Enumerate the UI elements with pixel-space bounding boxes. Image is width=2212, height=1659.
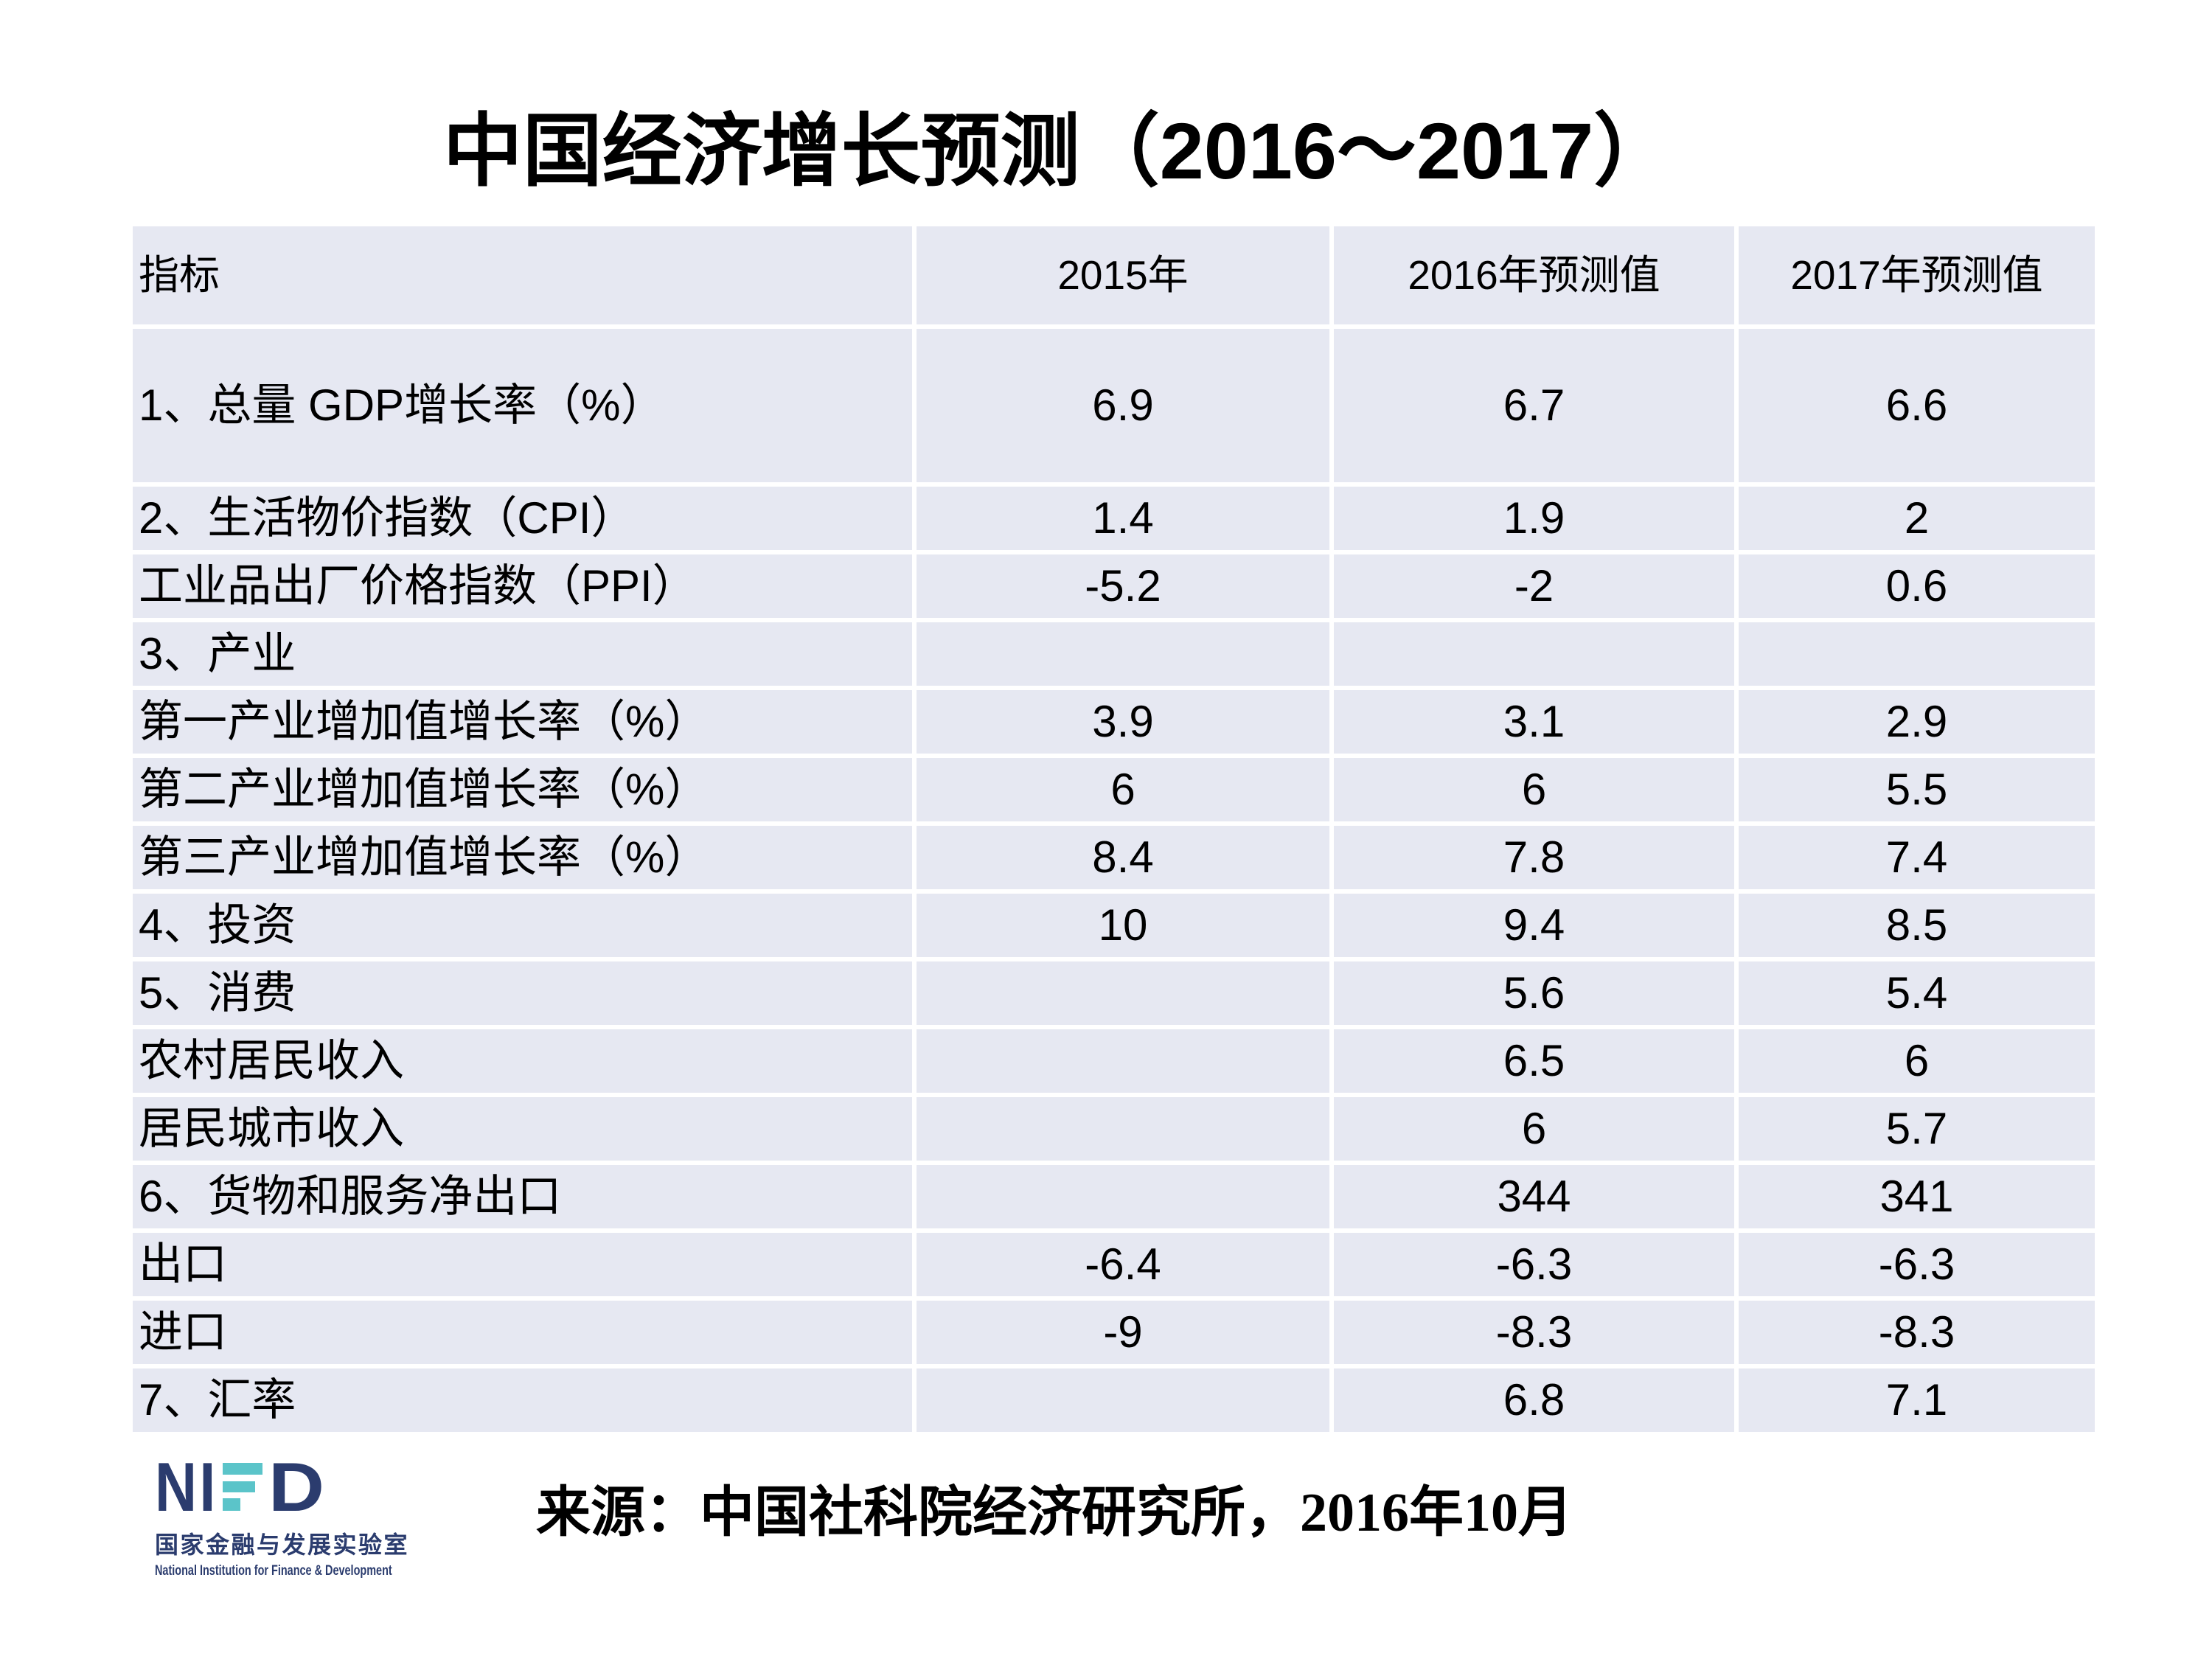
row-value: -9 xyxy=(917,1301,1329,1364)
row-value xyxy=(917,1368,1329,1432)
row-label: 1、总量 GDP增长率（%） xyxy=(133,329,912,482)
row-value: 6 xyxy=(917,758,1329,821)
row-value: 7.8 xyxy=(1334,826,1734,889)
row-label: 农村居民收入 xyxy=(133,1029,912,1093)
nifd-english-name: National Institution for Finance & Devel… xyxy=(155,1563,392,1579)
row-value: 5.5 xyxy=(1739,758,2095,821)
row-value: 6 xyxy=(1739,1029,2095,1093)
row-label: 出口 xyxy=(133,1233,912,1296)
row-value: 8.5 xyxy=(1739,894,2095,957)
source-note: 来源：中国社科院经济研究所，2016年10月 xyxy=(536,1483,1573,1543)
table-row: 4、投资 10 9.4 8.5 xyxy=(133,894,2095,957)
row-value: 2 xyxy=(1739,487,2095,550)
row-label: 6、货物和服务净出口 xyxy=(133,1165,912,1228)
column-header-2015: 2015年 xyxy=(917,226,1329,324)
row-value: -5.2 xyxy=(917,554,1329,618)
row-value: 5.4 xyxy=(1739,961,2095,1025)
page-title: 中国经济增长预测（2016～2017） xyxy=(442,106,1674,195)
row-value xyxy=(917,1097,1329,1161)
row-value xyxy=(917,961,1329,1025)
row-value: 9.4 xyxy=(1334,894,1734,957)
row-value: 6.9 xyxy=(917,329,1329,482)
row-value: 10 xyxy=(917,894,1329,957)
row-value: -6.4 xyxy=(917,1233,1329,1296)
row-value xyxy=(917,622,1329,686)
row-value: 3.9 xyxy=(917,690,1329,754)
table-row: 第一产业增加值增长率（%） 3.9 3.1 2.9 xyxy=(133,690,2095,754)
row-label: 3、产业 xyxy=(133,622,912,686)
table-header-row: 指标 2015年 2016年预测值 2017年预测值 xyxy=(133,226,2095,324)
row-value: 6.6 xyxy=(1739,329,2095,482)
row-label: 2、生活物价指数（CPI） xyxy=(133,487,912,550)
row-label: 第一产业增加值增长率（%） xyxy=(133,690,912,754)
forecast-table: 指标 2015年 2016年预测值 2017年预测值 1、总量 GDP增长率（%… xyxy=(133,226,2095,1436)
row-label: 工业品出厂价格指数（PPI） xyxy=(133,554,912,618)
row-value xyxy=(917,1165,1329,1228)
row-value: 6.5 xyxy=(1334,1029,1734,1093)
row-value: 6.7 xyxy=(1334,329,1734,482)
row-value: 8.4 xyxy=(917,826,1329,889)
table-row: 6、货物和服务净出口 344 341 xyxy=(133,1165,2095,1228)
row-label: 7、汇率 xyxy=(133,1368,912,1432)
row-label: 第三产业增加值增长率（%） xyxy=(133,826,912,889)
table-row: 出口 -6.4 -6.3 -6.3 xyxy=(133,1233,2095,1296)
row-label: 第二产业增加值增长率（%） xyxy=(133,758,912,821)
row-value: 7.4 xyxy=(1739,826,2095,889)
table-row: 农村居民收入 6.5 6 xyxy=(133,1029,2095,1093)
row-value: 7.1 xyxy=(1739,1368,2095,1432)
row-label: 进口 xyxy=(133,1301,912,1364)
row-value: 6 xyxy=(1334,758,1734,821)
row-value: 1.9 xyxy=(1334,487,1734,550)
table-row: 3、产业 xyxy=(133,622,2095,686)
nifd-f-icon xyxy=(223,1463,262,1511)
nifd-letter-d: D xyxy=(268,1448,328,1526)
table-row: 5、消费 5.6 5.4 xyxy=(133,961,2095,1025)
row-value xyxy=(1739,622,2095,686)
row-value: 344 xyxy=(1334,1165,1734,1228)
row-value xyxy=(917,1029,1329,1093)
table-row: 2、生活物价指数（CPI） 1.4 1.9 2 xyxy=(133,487,2095,550)
table-row: 第二产业增加值增长率（%） 6 6 5.5 xyxy=(133,758,2095,821)
table-row: 居民城市收入 6 5.7 xyxy=(133,1097,2095,1161)
row-value: -2 xyxy=(1334,554,1734,618)
table-row: 第三产业增加值增长率（%） 8.4 7.8 7.4 xyxy=(133,826,2095,889)
row-value: -6.3 xyxy=(1739,1233,2095,1296)
row-value: 341 xyxy=(1739,1165,2095,1228)
table-row: 进口 -9 -8.3 -8.3 xyxy=(133,1301,2095,1364)
column-header-indicator: 指标 xyxy=(133,226,912,324)
row-label: 5、消费 xyxy=(133,961,912,1025)
nifd-logo: NI D 国家金融与发展实验室 National Institution for… xyxy=(155,1448,467,1579)
row-value: -8.3 xyxy=(1334,1301,1734,1364)
row-label: 居民城市收入 xyxy=(133,1097,912,1161)
table-row: 7、汇率 6.8 7.1 xyxy=(133,1368,2095,1432)
row-value: 0.6 xyxy=(1739,554,2095,618)
row-value: 1.4 xyxy=(917,487,1329,550)
nifd-wordmark: NI D xyxy=(155,1448,467,1526)
row-value xyxy=(1334,622,1734,686)
column-header-2017: 2017年预测值 xyxy=(1739,226,2095,324)
row-value: 3.1 xyxy=(1334,690,1734,754)
column-header-2016: 2016年预测值 xyxy=(1334,226,1734,324)
row-value: 6.8 xyxy=(1334,1368,1734,1432)
row-value: 5.7 xyxy=(1739,1097,2095,1161)
row-value: -6.3 xyxy=(1334,1233,1734,1296)
table-row: 1、总量 GDP增长率（%） 6.9 6.7 6.6 xyxy=(133,329,2095,482)
row-value: -8.3 xyxy=(1739,1301,2095,1364)
nifd-letters-ni: NI xyxy=(155,1448,218,1526)
row-value: 5.6 xyxy=(1334,961,1734,1025)
nifd-chinese-name: 国家金融与发展实验室 xyxy=(155,1531,410,1558)
row-value: 6 xyxy=(1334,1097,1734,1161)
row-value: 2.9 xyxy=(1739,690,2095,754)
row-label: 4、投资 xyxy=(133,894,912,957)
table-row: 工业品出厂价格指数（PPI） -5.2 -2 0.6 xyxy=(133,554,2095,618)
